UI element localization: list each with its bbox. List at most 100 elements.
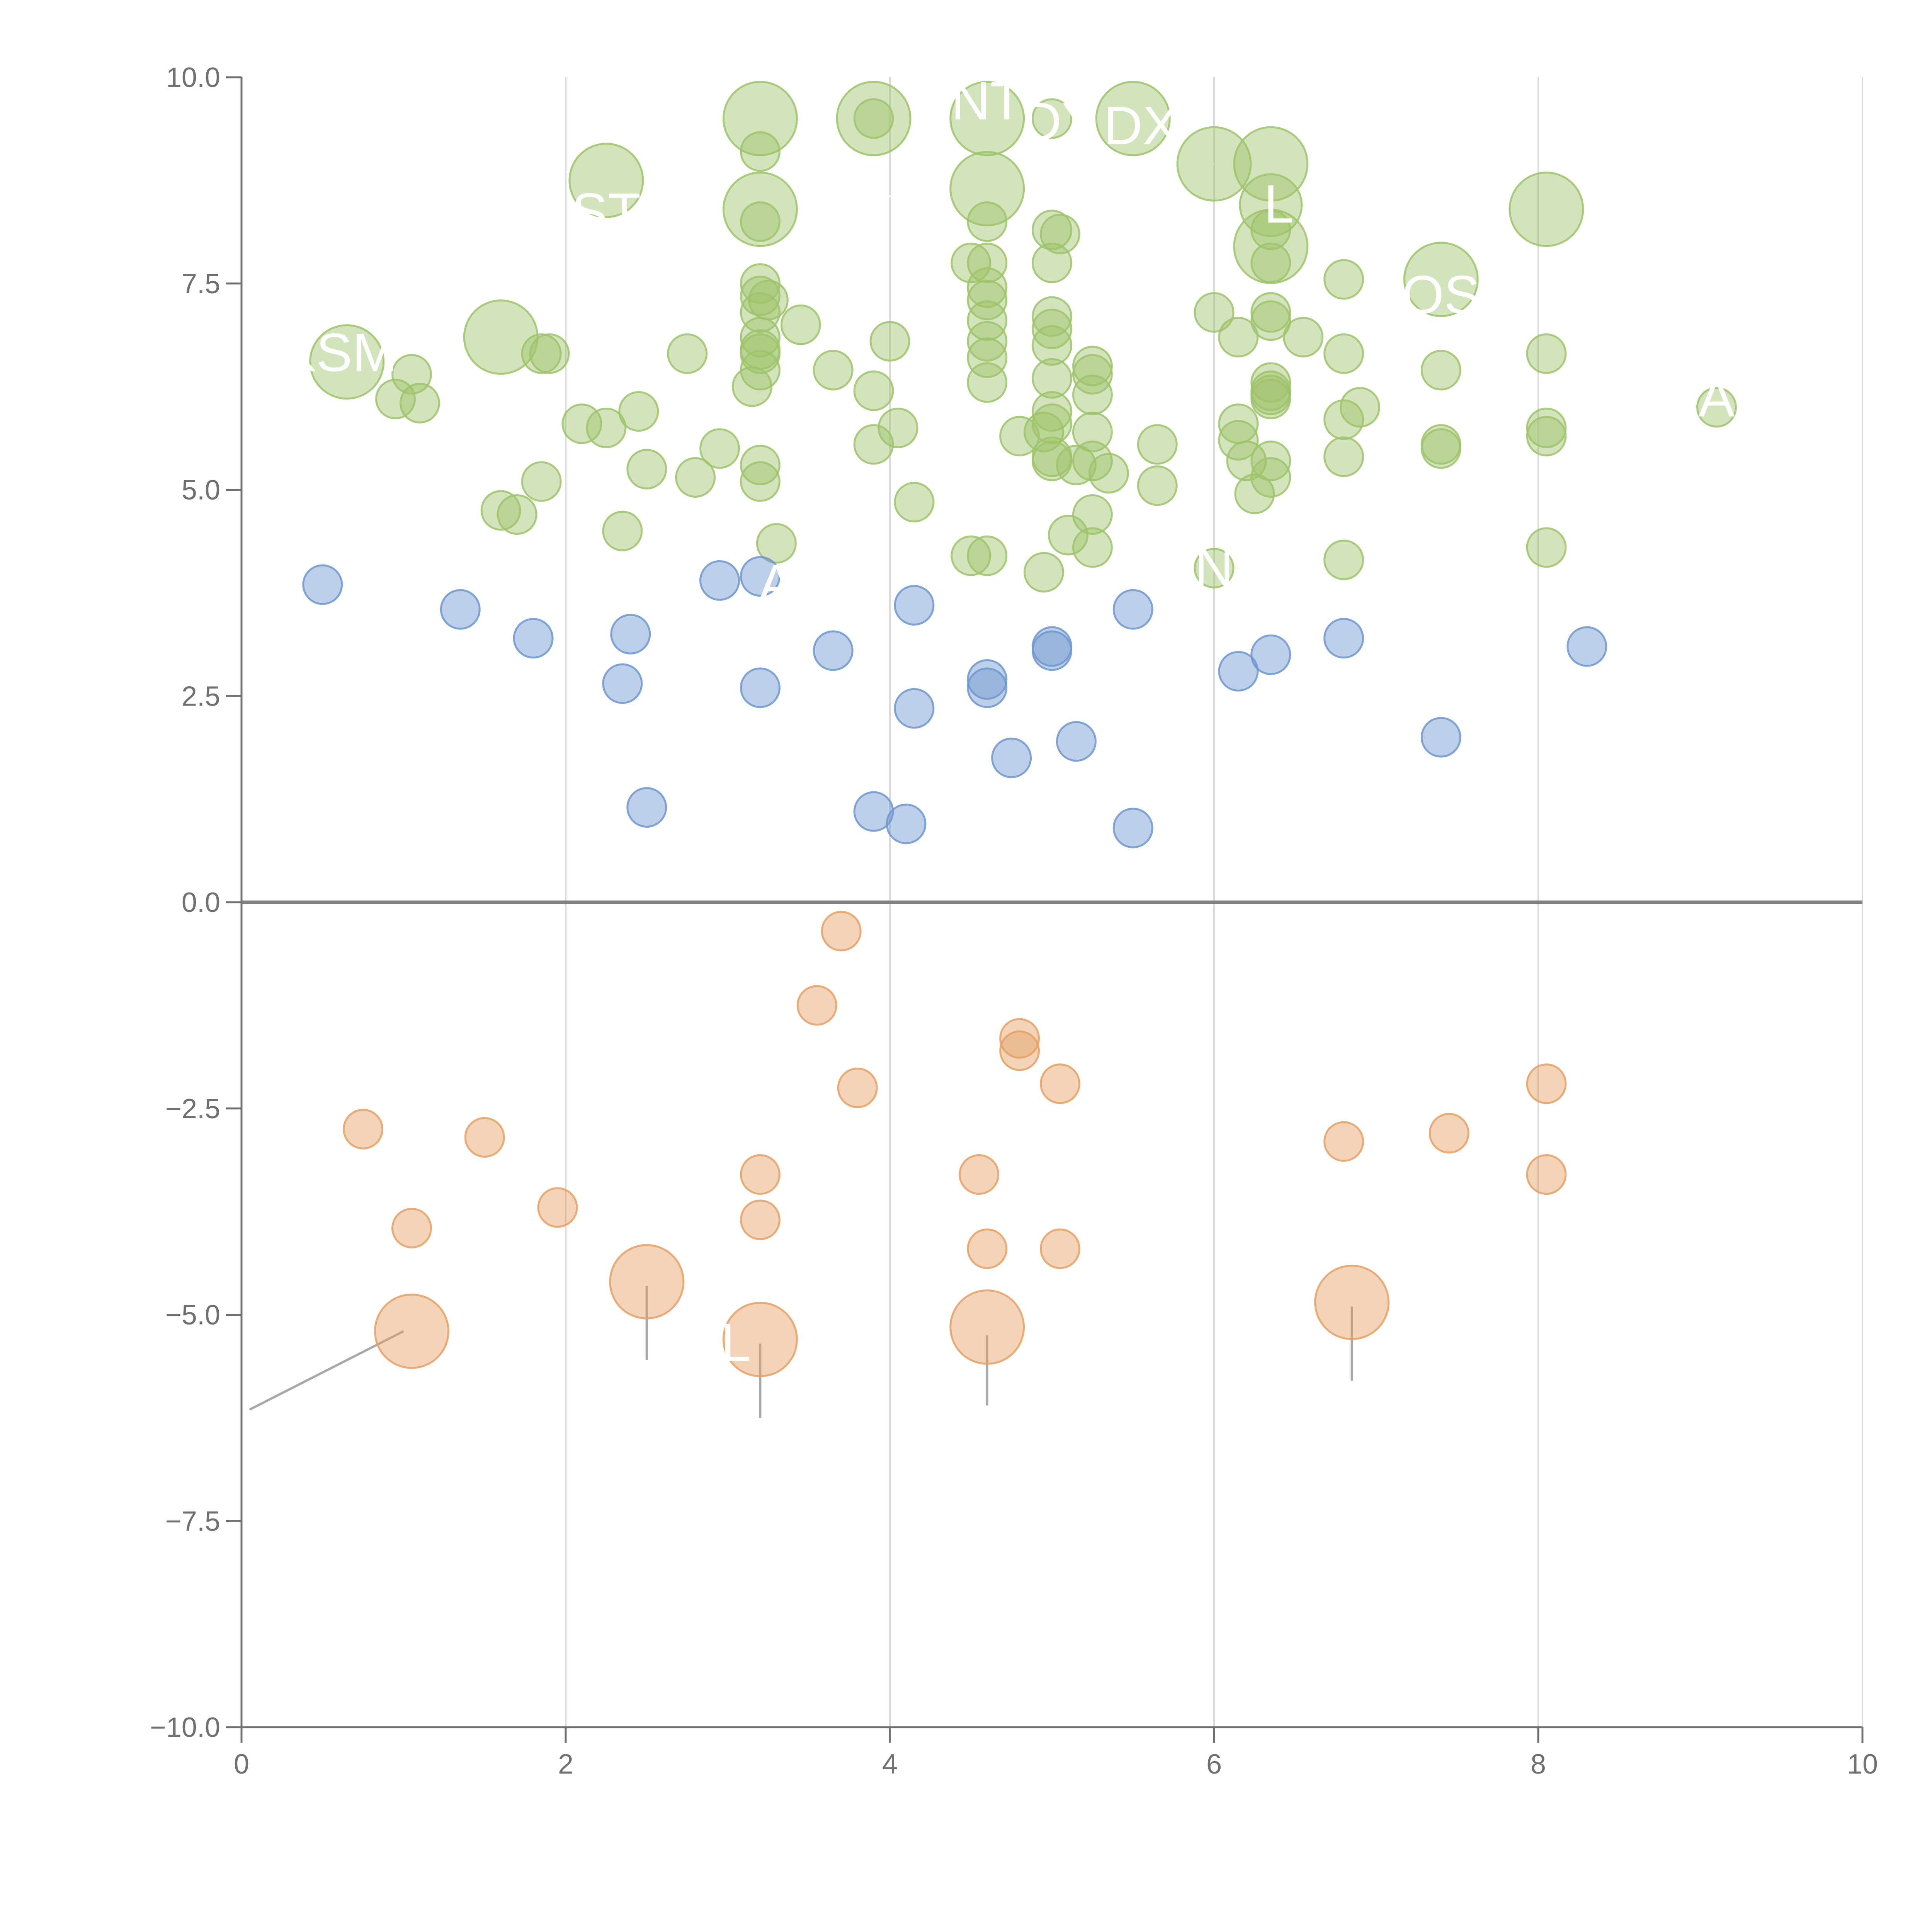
green-point <box>1250 362 1291 403</box>
leader-line <box>816 117 874 136</box>
blue-point <box>602 663 643 704</box>
y-tick-label: −2.5 <box>165 1094 220 1124</box>
y-tick-label: 10.0 <box>166 62 220 93</box>
green-point <box>967 267 1008 308</box>
green-point <box>967 337 1008 378</box>
leader-line <box>1270 155 1336 165</box>
green-point <box>497 494 537 535</box>
blue-point <box>302 564 343 605</box>
green-point <box>1323 539 1364 580</box>
green-point <box>1250 292 1291 333</box>
x-tick-label: 2 <box>558 1749 573 1780</box>
point-label: L <box>721 1312 751 1372</box>
green-point <box>1072 440 1113 481</box>
leader-line <box>1392 266 1441 281</box>
green-point <box>667 333 708 374</box>
green-point <box>967 300 1008 341</box>
orange-point <box>999 1030 1040 1071</box>
green-point <box>1323 399 1364 440</box>
orange-point <box>740 1154 781 1195</box>
green-point <box>878 407 918 448</box>
x-tick-label: 0 <box>234 1749 249 1780</box>
orange-point <box>722 1302 798 1378</box>
green-point <box>1526 416 1567 457</box>
green-point <box>1176 126 1252 202</box>
point-label: N <box>1194 536 1233 597</box>
green-point <box>1250 440 1291 481</box>
orange-point <box>821 911 862 952</box>
blue-point <box>610 614 651 655</box>
orange-point <box>343 1109 384 1150</box>
y-tick-label: 5.0 <box>182 475 220 506</box>
orange-point <box>1526 1063 1567 1104</box>
green-point <box>1024 552 1065 593</box>
orange-point <box>1314 1264 1390 1340</box>
green-point <box>967 321 1008 362</box>
blue-point <box>991 737 1032 778</box>
blue-point <box>886 803 927 844</box>
orange-point <box>609 1244 685 1320</box>
orange-point <box>374 1293 449 1369</box>
green-point <box>1056 444 1097 485</box>
blue-point <box>894 688 935 729</box>
green-point <box>1283 317 1324 358</box>
blue-point <box>894 585 935 626</box>
leader-line <box>987 117 1052 128</box>
green-point <box>675 457 716 498</box>
green-point <box>1218 420 1259 461</box>
green-point <box>1323 333 1364 374</box>
green-point <box>1032 325 1072 366</box>
green-point <box>1137 424 1178 465</box>
blue-point <box>813 630 854 671</box>
green-point <box>853 98 894 139</box>
green-point <box>399 383 440 423</box>
green-point <box>1250 457 1291 498</box>
green-point <box>1509 172 1584 247</box>
green-point <box>1226 440 1267 481</box>
green-point <box>756 523 797 564</box>
green-point <box>740 201 781 242</box>
y-tick-label: −10.0 <box>150 1712 220 1743</box>
green-point <box>1250 379 1291 420</box>
blue-point <box>513 618 554 659</box>
green-point <box>1137 465 1178 506</box>
leader-line <box>881 188 987 198</box>
green-point <box>1234 473 1275 514</box>
point-label: ST <box>571 182 641 242</box>
green-point <box>967 535 1008 576</box>
green-point <box>740 317 781 358</box>
y-tick-label: 7.5 <box>182 269 220 299</box>
green-point <box>836 81 912 156</box>
green-point <box>740 292 781 333</box>
green-point <box>1032 358 1072 399</box>
leader-line <box>760 109 890 119</box>
green-point <box>463 299 539 375</box>
blue-point <box>967 667 1008 708</box>
point-label: DX <box>1104 95 1179 156</box>
orange-point <box>1039 1228 1080 1269</box>
point-label: NT <box>951 70 1023 131</box>
green-point <box>967 362 1008 403</box>
orange-point <box>967 1228 1008 1269</box>
green-point <box>853 424 894 465</box>
orange-point <box>1429 1113 1469 1154</box>
green-point <box>1072 354 1113 395</box>
blue-point <box>1323 618 1364 659</box>
green-point <box>1072 527 1113 568</box>
y-tick-label: −7.5 <box>165 1506 220 1537</box>
green-point <box>1088 453 1129 494</box>
leader-line <box>500 336 542 363</box>
orange-point <box>537 1187 578 1228</box>
point-label: DY <box>1022 91 1097 151</box>
orange-point <box>999 1018 1040 1059</box>
y-tick-label: 2.5 <box>182 681 220 712</box>
green-point <box>1250 209 1291 250</box>
green-point <box>1032 296 1072 337</box>
blue-point <box>1566 626 1607 667</box>
green-point <box>1323 436 1364 477</box>
point-label: A <box>1699 367 1735 428</box>
x-tick-label: 10 <box>1847 1749 1878 1780</box>
green-point <box>521 461 562 502</box>
green-point <box>780 304 821 345</box>
